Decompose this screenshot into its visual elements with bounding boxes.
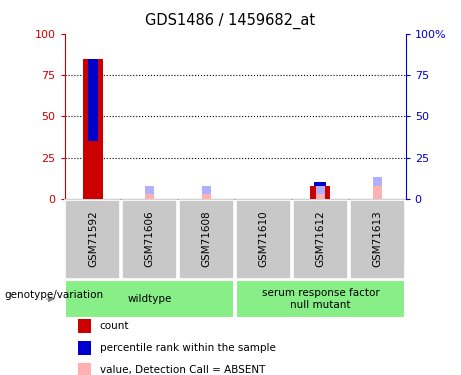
Text: wildtype: wildtype xyxy=(128,294,172,304)
Text: GDS1486 / 1459682_at: GDS1486 / 1459682_at xyxy=(145,13,316,29)
Bar xyxy=(202,194,211,199)
Text: GSM71606: GSM71606 xyxy=(145,211,155,267)
Text: GSM71608: GSM71608 xyxy=(201,211,212,267)
Bar xyxy=(314,182,326,186)
Text: count: count xyxy=(100,321,129,331)
Text: GSM71592: GSM71592 xyxy=(88,211,98,267)
Bar xyxy=(145,186,154,194)
Bar xyxy=(316,194,325,199)
Text: value, Detection Call = ABSENT: value, Detection Call = ABSENT xyxy=(100,365,265,375)
Text: GSM71610: GSM71610 xyxy=(259,211,269,267)
Text: GSM71613: GSM71613 xyxy=(372,211,382,267)
Bar xyxy=(310,186,331,199)
Text: GSM71612: GSM71612 xyxy=(315,211,325,267)
Bar xyxy=(373,177,382,186)
Bar xyxy=(83,58,103,199)
Text: genotype/variation: genotype/variation xyxy=(5,290,104,300)
Bar xyxy=(202,186,211,194)
Text: serum response factor
null mutant: serum response factor null mutant xyxy=(261,288,379,310)
Bar xyxy=(88,58,98,141)
Bar xyxy=(316,186,325,194)
Bar xyxy=(373,186,382,199)
Text: percentile rank within the sample: percentile rank within the sample xyxy=(100,343,276,353)
Bar xyxy=(145,194,154,199)
